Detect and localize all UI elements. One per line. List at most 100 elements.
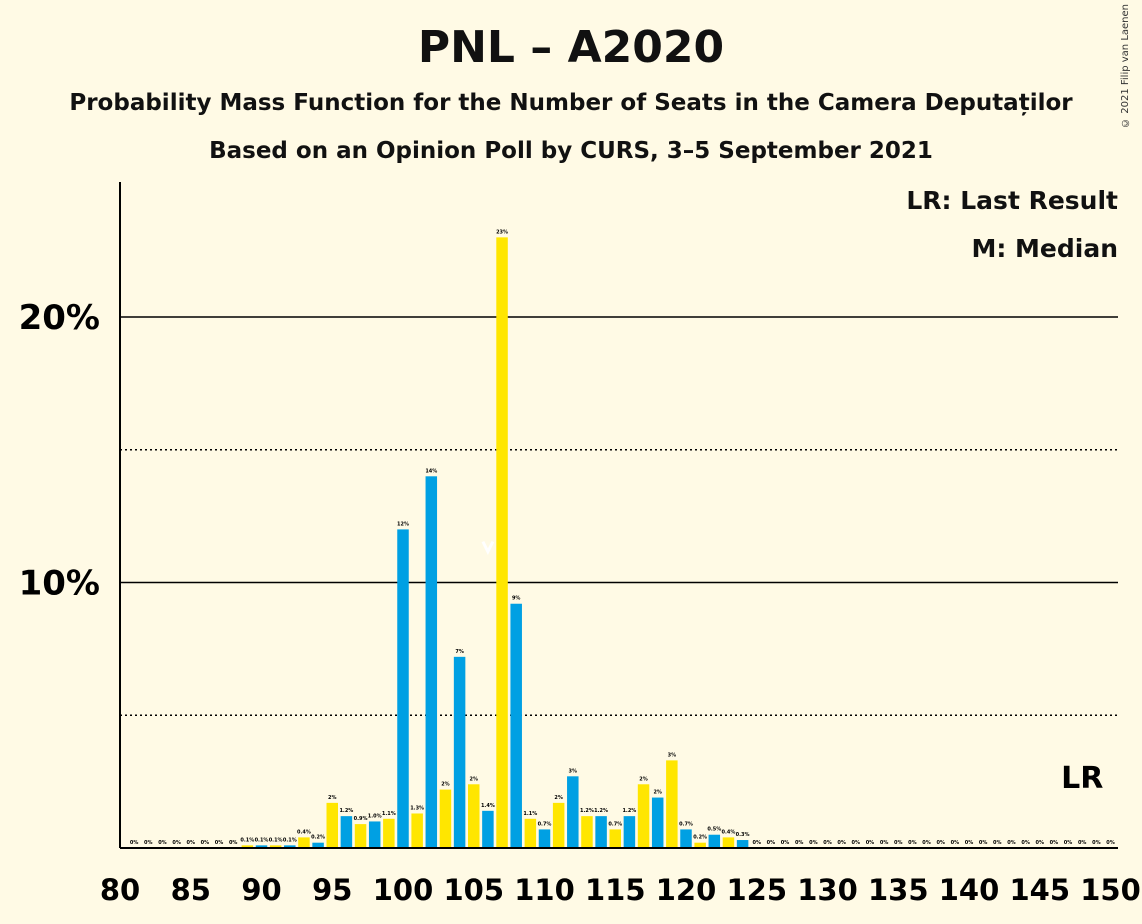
bar-seat-114 [595,816,607,848]
bar-label-149: 0% [1092,840,1101,846]
bar-label-131: 0% [837,840,846,846]
bar-label-107: 23% [496,229,508,235]
median-chevron [481,540,495,555]
bar-label-91: 0.1% [269,837,283,843]
bar-label-129: 0% [809,840,818,846]
y-tick-label-20: 20% [19,298,100,338]
bar-label-98: 1.0% [368,813,382,819]
x-tick-label-145: 145 [1009,873,1070,907]
bar-label-140: 0% [965,840,974,846]
bar-label-100: 12% [397,521,409,527]
x-tick-label-90: 90 [241,873,281,907]
bar-label-113: 1.2% [580,808,594,814]
bar-label-135: 0% [894,840,903,846]
bar-label-137: 0% [922,840,931,846]
bar-seat-91 [269,845,282,848]
bar-seat-92 [284,845,296,848]
bar-label-117: 2% [639,776,648,782]
x-tick-label-150: 150 [1080,873,1141,907]
bar-label-95: 2% [328,795,337,801]
bar-seat-100 [397,529,409,848]
bar-label-114: 1.2% [594,808,608,814]
bar-label-99: 1.1% [382,811,396,817]
bar-label-112: 3% [569,768,578,774]
bar-label-104: 7% [455,649,464,655]
bar-seat-122 [708,834,721,848]
bar-seat-117 [637,784,650,848]
bar-seat-124 [736,840,749,848]
bar-label-142: 0% [993,840,1002,846]
bar-label-96: 1.2% [339,808,353,814]
bar-label-132: 0% [852,840,861,846]
bar-seat-90 [255,845,268,848]
bar-label-82: 0% [144,840,153,846]
bar-label-150: 0% [1106,840,1115,846]
bar-seat-119 [666,760,678,848]
x-tick-label-110: 110 [514,873,575,907]
bar-seat-101 [411,813,423,848]
bar-label-122: 0.5% [707,827,721,833]
bar-label-138: 0% [936,840,945,846]
x-tick-label-80: 80 [100,873,140,907]
bar-label-130: 0% [823,840,832,846]
gridlines [120,316,1118,716]
bar-label-84: 0% [172,840,181,846]
bar-label-89: 0.1% [240,837,254,843]
bar-seat-116 [623,816,636,848]
x-tick-label-120: 120 [656,873,717,907]
bar-label-94: 0.2% [311,835,325,841]
bar-label-103: 2% [441,782,450,788]
bar-label-90: 0.1% [255,837,269,843]
x-tick-label-95: 95 [312,873,352,907]
bar-seat-118 [651,797,664,848]
bar-label-115: 0.7% [608,821,622,827]
bar-label-134: 0% [880,840,889,846]
bar-label-148: 0% [1078,840,1087,846]
bar-label-139: 0% [951,840,960,846]
bar-label-81: 0% [130,840,139,846]
bar-label-141: 0% [979,840,988,846]
bar-label-85: 0% [187,840,196,846]
x-tick-label-135: 135 [868,873,929,907]
bar-label-83: 0% [158,840,167,846]
bar-label-125: 0% [753,840,762,846]
bar-label-136: 0% [908,840,917,846]
bar-label-105: 2% [470,776,479,782]
x-tick-label-105: 105 [443,873,504,907]
bar-label-116: 1.2% [622,808,636,814]
bar-label-97: 0.9% [354,816,368,822]
x-tick-label-130: 130 [797,873,858,907]
bar-label-124: 0.3% [736,832,750,838]
bar-seat-115 [609,829,621,848]
bars [241,237,749,849]
bar-seat-103 [439,789,452,848]
bar-label-121: 0.2% [693,835,707,841]
bar-seat-123 [722,837,735,848]
bar-label-86: 0% [201,840,210,846]
bar-label-109: 1.1% [523,811,537,817]
x-tick-label-85: 85 [171,873,211,907]
bar-label-110: 0.7% [538,821,552,827]
median-marker [481,540,495,555]
bar-seat-112 [567,776,579,848]
bar-label-126: 0% [767,840,776,846]
bar-label-92: 0.1% [283,837,297,843]
bar-seat-111 [552,802,565,848]
bar-label-133: 0% [866,840,875,846]
bar-seat-105 [468,784,480,848]
bar-seat-107 [496,237,508,849]
bar-seat-102 [425,476,438,848]
bar-label-143: 0% [1007,840,1016,846]
bar-label-106: 1.4% [481,803,495,809]
bar-labels: 0% 0% 0% 0% 0% 0% 0% 0% 0.1% 0.1% 0.1% 0.1%0.4%0.2%… [130,229,1115,846]
x-tick-label-140: 140 [939,873,1000,907]
bar-seat-110 [538,829,551,848]
bar-seat-106 [482,810,494,848]
bar-seat-108 [510,603,522,848]
chart-title: PNL – A2020 [417,22,725,73]
bar-label-128: 0% [795,840,804,846]
chart-source: Based on an Opinion Poll by CURS, 3–5 Se… [209,138,933,164]
bar-label-93: 0.4% [297,829,311,835]
x-tick-label-115: 115 [585,873,646,907]
